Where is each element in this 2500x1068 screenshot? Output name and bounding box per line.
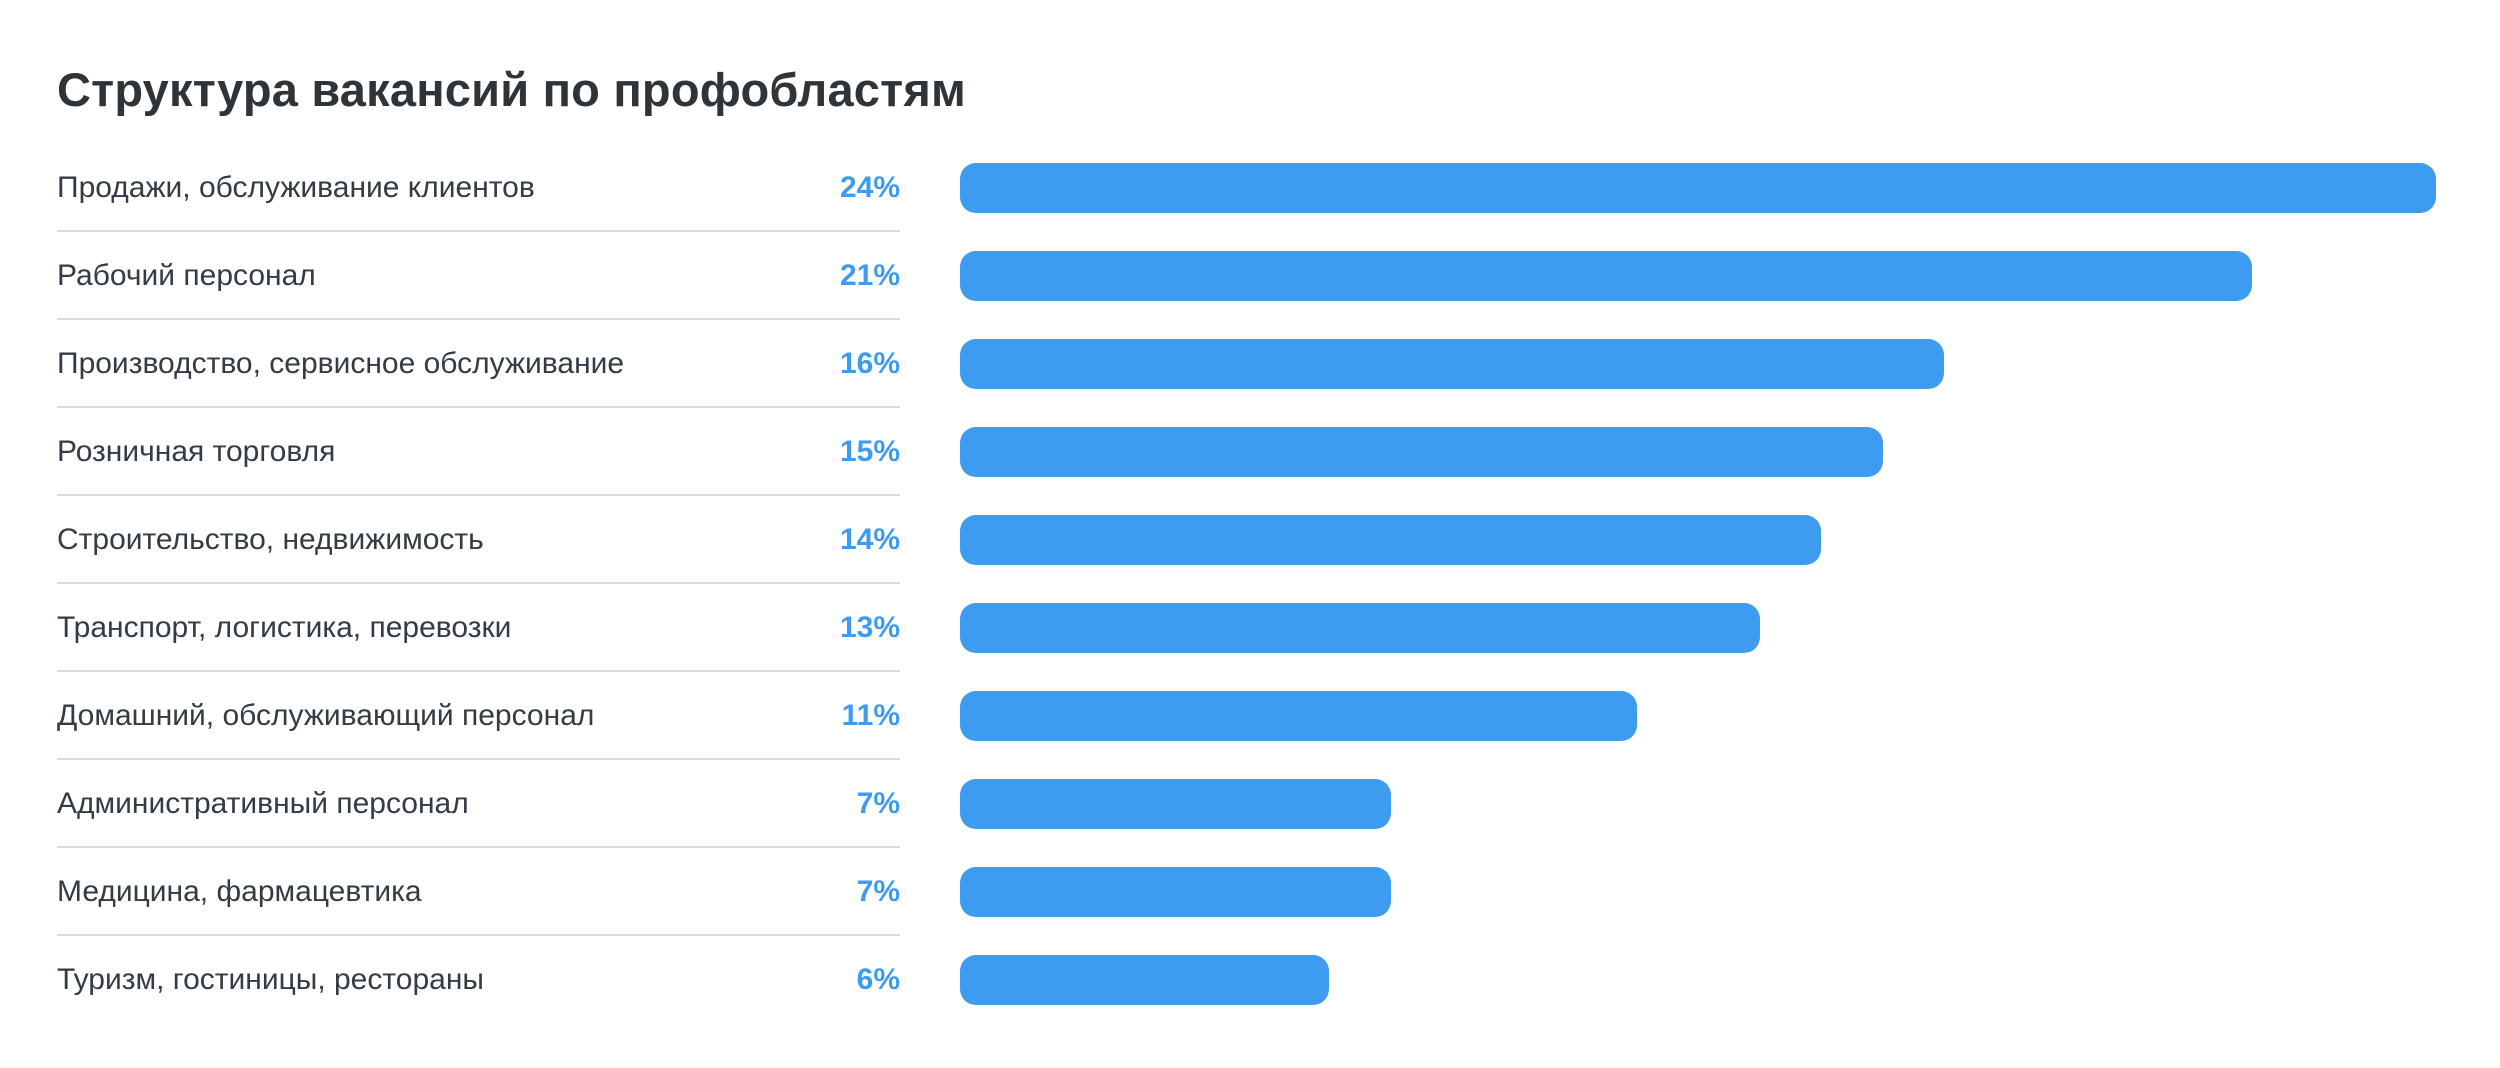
value-label: 15% [839,435,900,468]
chart-row: Административный персонал 7% [57,760,2443,848]
category-label: Административный персонал [57,787,469,820]
row-left-block: Административный персонал 7% [57,787,900,821]
bar [960,955,1329,1005]
chart-row: Продажи, обслуживание клиентов 24% [57,144,2443,232]
chart-row: Розничная торговля 15% [57,408,2443,496]
category-label: Домашний, обслуживающий персонал [57,699,595,732]
chart-row: Транспорт, логистика, перевозки 13% [57,584,2443,672]
row-left-block: Транспорт, логистика, перевозки 13% [57,611,900,645]
category-label: Туризм, гостиницы, рестораны [57,963,484,996]
row-left-block: Строительство, недвижимость 14% [57,523,900,557]
bar [960,515,1821,565]
row-left-block: Домашний, обслуживающий персонал 11% [57,699,900,733]
value-label: 13% [839,611,900,644]
category-label: Рабочий персонал [57,259,316,292]
bar-track [960,584,2443,672]
value-label: 11% [841,699,900,732]
value-label: 14% [839,523,900,556]
row-left-block: Туризм, гостиницы, рестораны 6% [57,963,900,997]
bar-track [960,848,2443,936]
category-label: Продажи, обслуживание клиентов [57,171,535,204]
row-left-block: Производство, сервисное обслуживание 16% [57,347,900,381]
bar [960,339,1944,389]
category-label: Строительство, недвижимость [57,523,484,556]
category-label: Медицина, фармацевтика [57,875,422,908]
chart-row: Домашний, обслуживающий персонал 11% [57,672,2443,760]
category-label: Производство, сервисное обслуживание [57,347,625,380]
row-left-block: Продажи, обслуживание клиентов 24% [57,171,900,205]
bar [960,427,1883,477]
bar [960,691,1637,741]
bar [960,251,2252,301]
bar-track [960,320,2443,408]
bar-track [960,408,2443,496]
category-label: Транспорт, логистика, перевозки [57,611,512,644]
row-left-block: Медицина, фармацевтика 7% [57,875,900,909]
chart-row: Строительство, недвижимость 14% [57,496,2443,584]
bar [960,779,1391,829]
category-label: Розничная торговля [57,435,336,468]
row-left-block: Рабочий персонал 21% [57,259,900,293]
value-label: 6% [856,963,900,996]
bar [960,603,1760,653]
bar-rows: Продажи, обслуживание клиентов 24% Рабоч… [57,144,2443,1024]
bar-track [960,760,2443,848]
bar-track [960,936,2443,1024]
row-left-block: Розничная торговля 15% [57,435,900,469]
chart-row: Рабочий персонал 21% [57,232,2443,320]
value-label: 16% [839,347,900,380]
value-label: 7% [856,787,900,820]
value-label: 24% [839,171,900,204]
chart-title: Структура вакансий по профобластям [57,63,966,116]
bar-track [960,496,2443,584]
value-label: 7% [856,875,900,908]
chart-row: Медицина, фармацевтика 7% [57,848,2443,936]
chart-row: Туризм, гостиницы, рестораны 6% [57,936,2443,1024]
bar [960,867,1391,917]
chart-row: Производство, сервисное обслуживание 16% [57,320,2443,408]
bar-track [960,232,2443,320]
bar [960,163,2436,213]
bar-track [960,672,2443,760]
value-label: 21% [839,259,900,292]
bar-track [960,144,2443,232]
